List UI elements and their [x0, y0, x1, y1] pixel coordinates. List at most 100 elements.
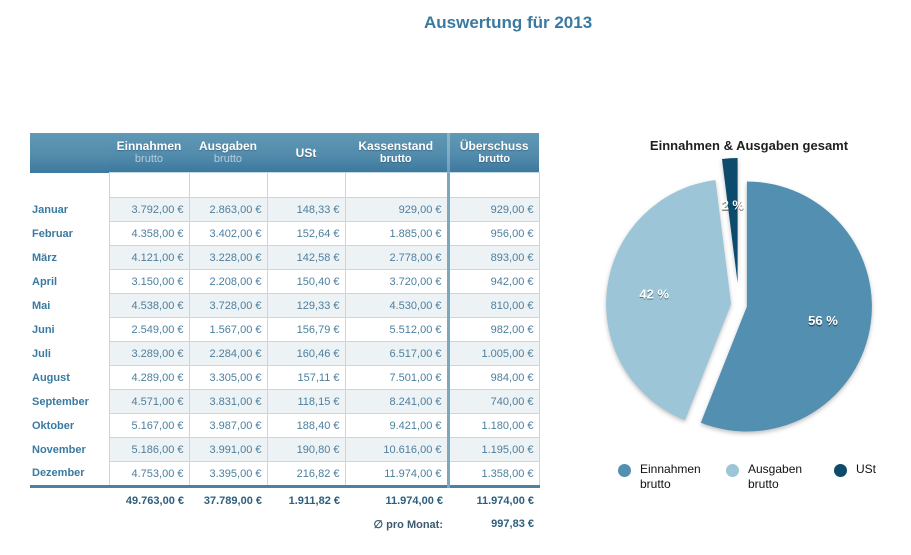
legend-item: Ausgaben brutto — [726, 462, 818, 492]
month-label: März — [30, 245, 109, 270]
value-cell: 2.549,00 € — [108, 317, 190, 342]
value-cell: 150,40 € — [266, 269, 346, 294]
value-cell: 6.517,00 € — [344, 341, 449, 366]
value-cell: 1.180,00 € — [446, 413, 540, 438]
value-cell: 3.150,00 € — [108, 269, 190, 294]
value-cell: 810,00 € — [446, 293, 540, 318]
value-cell: 3.991,00 € — [188, 437, 268, 462]
value-cell: 893,00 € — [446, 245, 540, 270]
value-cell: 2.863,00 € — [188, 197, 268, 222]
pie-label: 56 % — [808, 313, 838, 328]
value-cell: 4.571,00 € — [108, 389, 190, 414]
value-cell: 148,33 € — [266, 197, 346, 222]
table-row: April 3.150,00 €2.208,00 €150,40 €3.720,0… — [30, 269, 540, 294]
pie-label: 42 % — [639, 288, 669, 303]
pie-slice — [700, 181, 872, 432]
total-cell: 11.974,00 € — [345, 485, 448, 513]
column-header: Einnahmen brutto — [109, 133, 189, 173]
table-row: Februar 4.358,00 €3.402,00 €152,64 €1.885… — [30, 221, 540, 246]
value-cell: 11.974,00 € — [344, 461, 449, 487]
value-cell: 984,00 € — [446, 365, 540, 390]
value-cell: 1.005,00 € — [446, 341, 540, 366]
chart-legend: Einnahmen brutto Ausgaben brutto USt — [618, 462, 908, 492]
value-cell: 157,11 € — [266, 365, 346, 390]
value-cell: 1.885,00 € — [344, 221, 449, 246]
value-cell: 929,00 € — [446, 197, 540, 222]
value-cell: 160,46 € — [266, 341, 346, 366]
value-cell: 142,58 € — [266, 245, 346, 270]
value-cell: 188,40 € — [266, 413, 346, 438]
value-cell: 4.358,00 € — [108, 221, 190, 246]
legend-dot-icon — [726, 464, 739, 477]
value-cell: 216,82 € — [266, 461, 346, 487]
value-cell: 4.289,00 € — [108, 365, 190, 390]
value-cell: 3.395,00 € — [188, 461, 268, 487]
totals-row: 49.763,00 €37.789,00 €1.911,82 €11.974,0… — [30, 485, 539, 513]
value-cell: 4.530,00 € — [344, 293, 449, 318]
table-row: Mai 4.538,00 €3.728,00 €129,33 €4.530,00 … — [30, 293, 540, 318]
legend-item: Einnahmen brutto — [618, 462, 710, 492]
legend-item: USt — [834, 462, 876, 477]
column-header: Ausgaben brutto — [189, 133, 267, 173]
value-cell: 5.186,00 € — [108, 437, 190, 462]
value-cell: 3.792,00 € — [108, 197, 190, 222]
value-cell: 2.778,00 € — [344, 245, 449, 270]
pie-label: 2 % — [722, 198, 745, 213]
total-cell: 1.911,82 € — [267, 485, 345, 513]
total-cell: 11.974,00 € — [448, 485, 539, 513]
value-cell: 190,80 € — [266, 437, 346, 462]
avg-value: 997,83 € — [448, 513, 539, 535]
spacer-row — [30, 172, 540, 198]
value-cell: 740,00 € — [446, 389, 540, 414]
value-cell: 4.753,00 € — [108, 461, 190, 487]
column-header: Überschuss brutto — [446, 133, 539, 173]
legend-label: Ausgaben brutto — [748, 462, 803, 491]
value-cell: 7.501,00 € — [344, 365, 449, 390]
pie-slice — [606, 180, 732, 421]
value-cell: 4.538,00 € — [108, 293, 190, 318]
table-row: Juli 3.289,00 €2.284,00 €160,46 €6.517,00… — [30, 341, 540, 366]
month-label: Juni — [30, 317, 109, 342]
value-cell: 1.195,00 € — [446, 437, 540, 462]
value-cell: 5.167,00 € — [108, 413, 190, 438]
month-label: September — [30, 389, 109, 414]
total-cell: 49.763,00 € — [109, 485, 189, 513]
value-cell: 3.402,00 € — [188, 221, 268, 246]
value-cell: 3.987,00 € — [188, 413, 268, 438]
table-row: Dezember 4.753,00 €3.395,00 €216,82 €11.9… — [30, 461, 540, 487]
value-cell: 929,00 € — [344, 197, 449, 222]
value-cell: 2.208,00 € — [188, 269, 268, 294]
total-cell: 37.789,00 € — [189, 485, 267, 513]
month-label: Januar — [30, 197, 109, 222]
monthly-table: Einnahmen brutto Ausgaben brutto USt Kas… — [30, 133, 540, 535]
legend-label: Einnahmen brutto — [640, 462, 701, 491]
avg-label: ∅ pro Monat: — [345, 513, 448, 535]
monthly-table-wrap: Einnahmen brutto Ausgaben brutto USt Kas… — [30, 133, 540, 535]
month-label: April — [30, 269, 109, 294]
value-cell: 2.284,00 € — [188, 341, 268, 366]
value-cell: 5.512,00 € — [344, 317, 449, 342]
value-cell: 3.831,00 € — [188, 389, 268, 414]
value-cell: 1.567,00 € — [188, 317, 268, 342]
legend-label: USt — [856, 462, 877, 476]
pie-chart: 56 %56 %42 %42 %2 %2 % — [606, 158, 872, 432]
month-label: Dezember — [30, 461, 109, 487]
chart-title: Einnahmen & Ausgaben gesamt — [649, 138, 849, 153]
value-cell: 3.728,00 € — [188, 293, 268, 318]
month-label: Mai — [30, 293, 109, 318]
value-cell: 942,00 € — [446, 269, 540, 294]
value-cell: 982,00 € — [446, 317, 540, 342]
month-label: Juli — [30, 341, 109, 366]
pie-label: 42 % — [639, 286, 669, 301]
average-row: ∅ pro Monat: 997,83 € — [30, 513, 539, 535]
month-label: Februar — [30, 221, 109, 246]
column-header-month — [30, 133, 109, 173]
value-cell: 3.228,00 € — [188, 245, 268, 270]
value-cell: 10.616,00 € — [344, 437, 449, 462]
month-label: August — [30, 365, 109, 390]
table-row: März 4.121,00 €3.228,00 €142,58 €2.778,00… — [30, 245, 540, 270]
table-row: September 4.571,00 €3.831,00 €118,15 €8.2… — [30, 389, 540, 414]
pie-label: 2 % — [722, 199, 745, 214]
value-cell: 4.121,00 € — [108, 245, 190, 270]
